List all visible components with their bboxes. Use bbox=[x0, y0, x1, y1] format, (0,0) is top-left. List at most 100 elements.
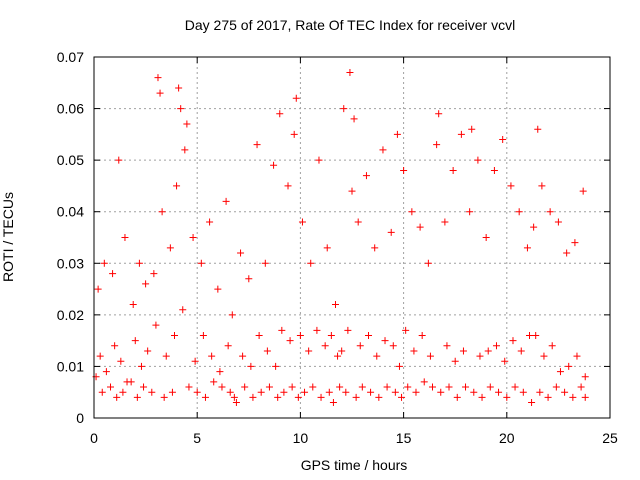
chart-title: Day 275 of 2017, Rate Of TEC Index for r… bbox=[184, 17, 516, 33]
data-point bbox=[334, 352, 342, 360]
data-point bbox=[102, 368, 110, 376]
data-point bbox=[175, 84, 183, 92]
data-point bbox=[142, 280, 150, 288]
data-point bbox=[331, 301, 339, 309]
data-point bbox=[342, 388, 350, 396]
data-point bbox=[199, 331, 207, 339]
data-point bbox=[501, 357, 509, 365]
data-point bbox=[532, 331, 540, 339]
data-point bbox=[402, 326, 410, 334]
x-tick-label: 5 bbox=[193, 430, 201, 446]
data-point bbox=[222, 197, 230, 205]
data-point bbox=[428, 383, 436, 391]
data-point bbox=[160, 393, 168, 401]
data-point bbox=[546, 208, 554, 216]
data-point bbox=[191, 357, 199, 365]
data-point bbox=[181, 146, 189, 154]
data-point bbox=[367, 388, 375, 396]
data-point bbox=[226, 388, 234, 396]
data-point bbox=[443, 342, 451, 350]
data-point bbox=[373, 352, 381, 360]
data-point bbox=[286, 337, 294, 345]
data-point bbox=[263, 347, 271, 355]
data-point bbox=[544, 393, 552, 401]
data-point bbox=[113, 393, 121, 401]
data-point bbox=[482, 234, 490, 241]
data-point bbox=[127, 378, 135, 386]
data-point bbox=[131, 337, 139, 345]
data-point bbox=[571, 239, 579, 247]
data-point bbox=[511, 383, 519, 391]
y-tick-label: 0.03 bbox=[57, 255, 84, 271]
data-point bbox=[109, 270, 117, 278]
data-point bbox=[247, 362, 255, 370]
data-point bbox=[232, 399, 240, 407]
data-point bbox=[490, 166, 498, 174]
data-point bbox=[216, 368, 224, 376]
data-point bbox=[346, 68, 354, 76]
data-point bbox=[528, 399, 536, 407]
data-point bbox=[210, 378, 218, 386]
data-point bbox=[387, 228, 395, 236]
data-point bbox=[441, 218, 449, 226]
y-tick-label: 0.01 bbox=[57, 358, 84, 374]
data-point bbox=[183, 120, 191, 128]
data-point bbox=[371, 244, 379, 252]
x-tick-label: 10 bbox=[293, 430, 309, 446]
data-point bbox=[554, 218, 562, 226]
axis-ticks: 0 5 10 15 20 25 0 0.01 0.02 0.03 0.04 0.05 0.06 0.07 bbox=[57, 49, 618, 446]
data-point bbox=[228, 311, 236, 319]
data-point bbox=[495, 388, 503, 396]
x-tick-label: 20 bbox=[499, 430, 515, 446]
data-point bbox=[239, 352, 247, 360]
data-point bbox=[261, 259, 269, 267]
data-point bbox=[173, 182, 181, 190]
x-tick-label: 15 bbox=[396, 430, 412, 446]
data-point bbox=[327, 331, 335, 339]
data-point bbox=[137, 362, 145, 370]
data-point bbox=[315, 156, 323, 164]
data-point bbox=[534, 125, 542, 133]
data-point bbox=[451, 357, 459, 365]
data-point bbox=[459, 347, 467, 355]
y-tick-label: 0.06 bbox=[57, 101, 84, 117]
data-point bbox=[325, 388, 333, 396]
data-point bbox=[344, 326, 352, 334]
data-point bbox=[552, 383, 560, 391]
data-point bbox=[492, 342, 500, 350]
data-point bbox=[476, 352, 484, 360]
data-point bbox=[398, 393, 406, 401]
data-point bbox=[170, 331, 178, 339]
data-point bbox=[288, 383, 296, 391]
data-point bbox=[484, 347, 492, 355]
data-point bbox=[354, 218, 362, 226]
data-point bbox=[158, 208, 166, 216]
data-point bbox=[486, 383, 494, 391]
data-point bbox=[189, 234, 197, 241]
data-point bbox=[519, 388, 527, 396]
data-point bbox=[468, 125, 476, 133]
data-point bbox=[241, 383, 249, 391]
data-point bbox=[301, 388, 309, 396]
data-point bbox=[179, 306, 187, 314]
data-point bbox=[400, 166, 408, 174]
data-point bbox=[270, 161, 278, 169]
y-tick-label: 0.05 bbox=[57, 152, 84, 168]
data-point bbox=[356, 342, 364, 350]
data-point bbox=[298, 218, 306, 226]
data-point bbox=[435, 110, 443, 118]
data-point bbox=[290, 130, 298, 138]
data-point bbox=[208, 352, 216, 360]
data-point bbox=[433, 141, 441, 149]
data-point bbox=[536, 388, 544, 396]
data-point bbox=[218, 383, 226, 391]
data-point bbox=[321, 342, 329, 350]
y-tick-label: 0.07 bbox=[57, 49, 84, 65]
data-point bbox=[166, 244, 174, 252]
data-point bbox=[577, 383, 585, 391]
y-tick-label: 0 bbox=[76, 410, 84, 426]
data-point bbox=[426, 352, 434, 360]
data-point bbox=[307, 259, 315, 267]
data-point bbox=[245, 275, 253, 283]
